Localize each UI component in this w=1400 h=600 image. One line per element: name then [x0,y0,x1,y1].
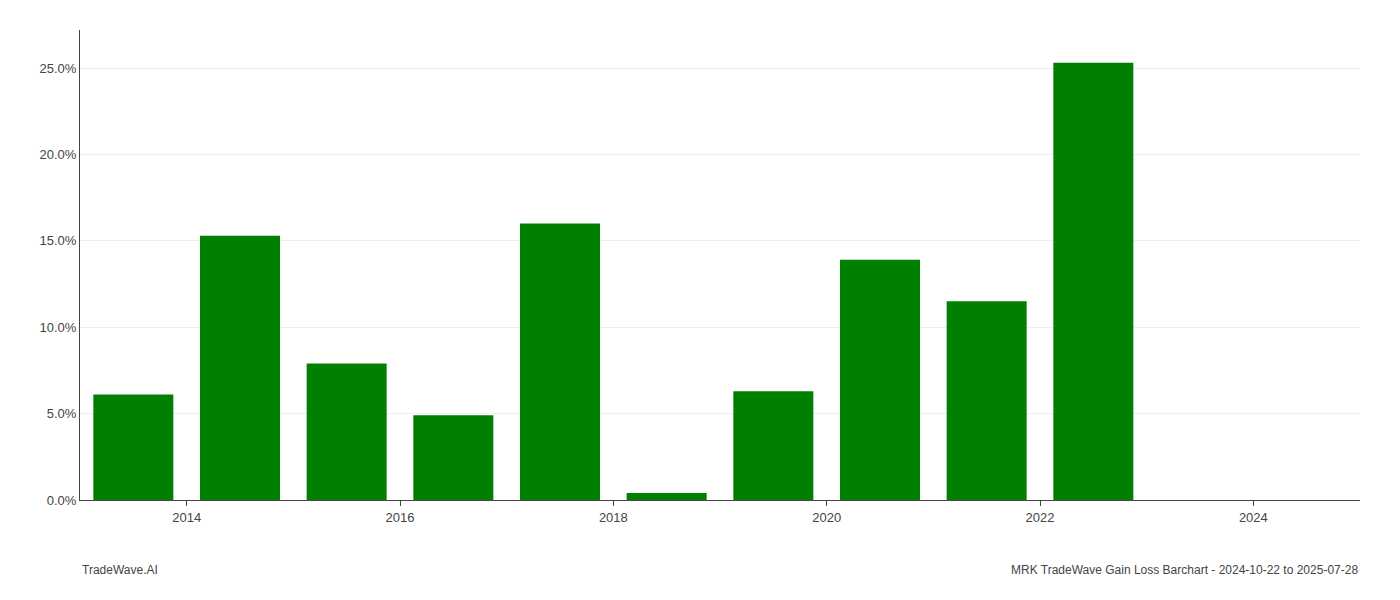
svg-text:5.0%: 5.0% [47,406,77,421]
svg-text:20.0%: 20.0% [40,147,77,162]
svg-text:15.0%: 15.0% [40,233,77,248]
svg-text:10.0%: 10.0% [40,320,77,335]
svg-text:2024: 2024 [1239,510,1268,525]
svg-text:2016: 2016 [386,510,415,525]
svg-text:MRK TradeWave Gain Loss Barcha: MRK TradeWave Gain Loss Barchart - 2024-… [1011,563,1358,577]
svg-text:2014: 2014 [172,510,201,525]
svg-text:2022: 2022 [1026,510,1055,525]
svg-text:TradeWave.AI: TradeWave.AI [82,563,158,577]
svg-text:2018: 2018 [599,510,628,525]
svg-text:0.0%: 0.0% [47,493,77,508]
svg-text:2020: 2020 [812,510,841,525]
svg-text:25.0%: 25.0% [40,61,77,76]
